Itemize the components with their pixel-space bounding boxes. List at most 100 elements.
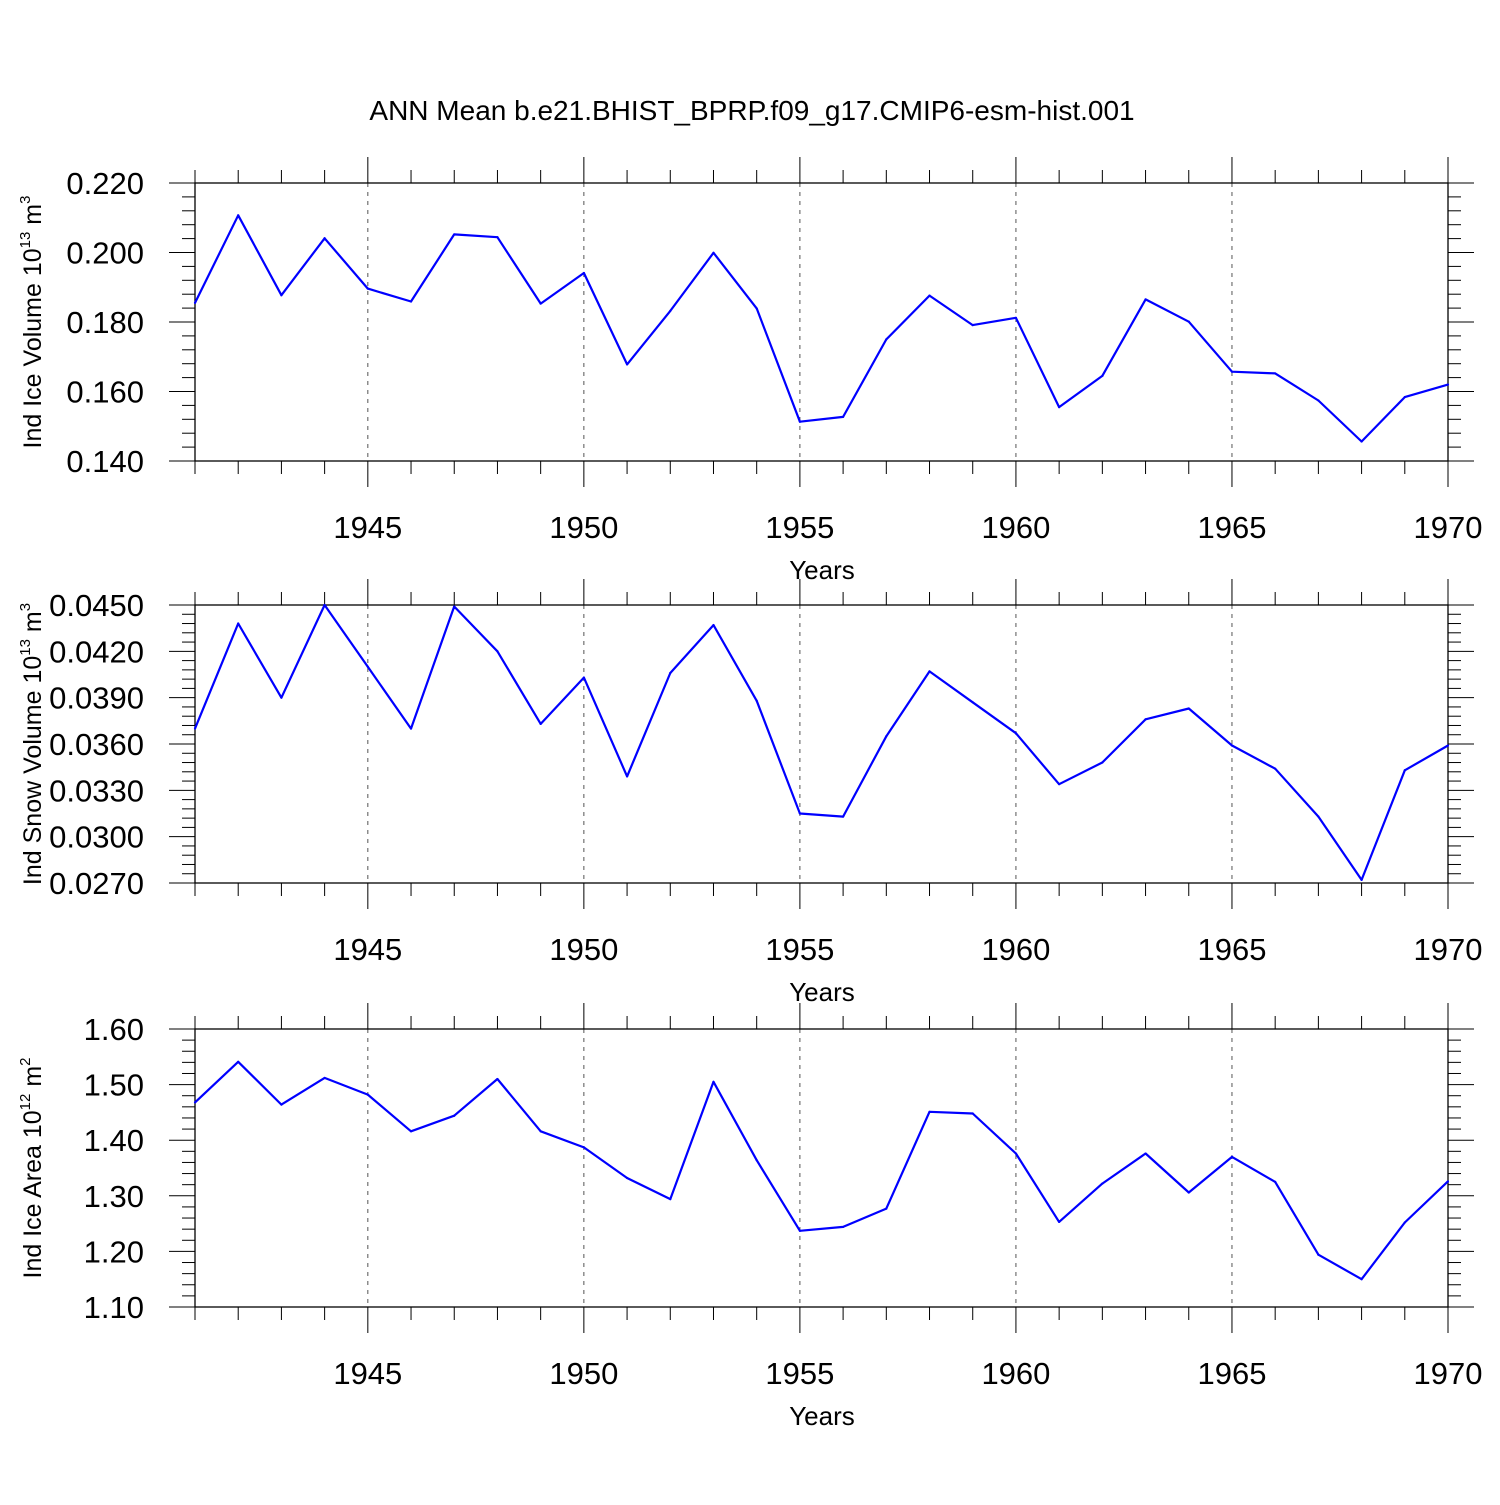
plot-frame (194, 182, 1449, 462)
data-point (971, 701, 974, 704)
data-point (1446, 744, 1450, 747)
data-point (1446, 1180, 1450, 1183)
data-point (1360, 878, 1363, 882)
data-point (409, 300, 413, 303)
chart-title: ANN Mean b.e21.BHIST_BPRP.f09_g17.CMIP6-… (369, 95, 1134, 126)
data-point (1403, 1221, 1406, 1224)
y-tick-label: 1.10 (84, 1290, 144, 1325)
data-point (193, 1101, 197, 1104)
data-point (1014, 316, 1018, 319)
series-line (193, 603, 1449, 882)
panel-2: 0.0270 0.0300 0.0330 0.0360 0.0390 0.0420 0.04… (17, 579, 1482, 1007)
x-tick-label: 1950 (549, 932, 618, 967)
data-point (1317, 815, 1320, 818)
data-point (842, 1225, 845, 1229)
data-point (842, 415, 845, 418)
data-point (1403, 769, 1406, 772)
data-point (323, 603, 326, 607)
y-tick-label: 0.0360 (49, 727, 144, 762)
data-point (1360, 440, 1363, 443)
data-point (1230, 370, 1234, 373)
data-point (323, 237, 326, 240)
data-point (453, 1114, 456, 1117)
data-point (712, 251, 715, 254)
data-point (453, 233, 456, 236)
x-tick-label: 1960 (981, 932, 1050, 967)
data-point (1403, 395, 1406, 399)
data-point (928, 294, 931, 297)
x-tick-label: 1955 (765, 932, 834, 967)
y-tick-label: 0.0420 (49, 634, 144, 669)
data-point (1014, 1152, 1018, 1155)
y-tick-label: 1.40 (84, 1123, 144, 1158)
data-point (496, 1077, 499, 1081)
data-point (625, 1176, 629, 1180)
data-point (539, 302, 542, 305)
data-point (669, 1198, 672, 1201)
panel-1: 0.140 0.160 0.180 0.200 0.220 1945 1950 1955 196… (17, 157, 1482, 585)
x-tick-label: 1955 (765, 1356, 834, 1391)
data-point (1274, 767, 1277, 770)
y-axis-label: Ind Ice Volume 1013 m3 (17, 196, 47, 449)
data-point (669, 309, 672, 312)
data-point (798, 812, 801, 815)
data-point (798, 1229, 801, 1232)
data-point (971, 1112, 974, 1115)
data-point (885, 338, 888, 341)
data-point (280, 696, 283, 699)
data-point (1101, 374, 1104, 377)
x-tick-label: 1955 (765, 510, 834, 545)
data-point (1144, 1152, 1147, 1155)
data-point (1101, 761, 1104, 764)
data-point (582, 271, 585, 275)
data-point (539, 1130, 542, 1133)
y-tick-label: 1.30 (84, 1179, 144, 1214)
data-point (712, 1080, 715, 1083)
data-point (366, 1093, 369, 1096)
plot-frame (194, 1028, 1449, 1308)
data-point (193, 301, 197, 304)
y-tick-label: 1.60 (84, 1012, 144, 1047)
data-point (280, 294, 283, 297)
x-axis-label: Years (789, 1401, 855, 1431)
series-line (194, 1060, 1449, 1281)
data-point (582, 1146, 585, 1149)
x-tick-label: 1945 (333, 932, 402, 967)
data-point (453, 605, 456, 608)
data-point (1230, 744, 1234, 747)
data-point (1360, 1278, 1363, 1281)
data-point (366, 287, 369, 290)
panel-3: 1.10 1.20 1.30 1.40 1.50 1.60 1945 1950 1955 1960… (17, 1003, 1482, 1431)
data-point (1058, 783, 1061, 786)
y-tick-label: 0.0270 (49, 866, 144, 901)
data-point (1187, 1191, 1190, 1194)
x-tick-label: 1965 (1197, 932, 1266, 967)
data-point (1014, 732, 1018, 735)
data-point (193, 727, 197, 730)
series-line (194, 214, 1449, 443)
data-point (712, 623, 715, 627)
y-tick-label: 0.220 (66, 166, 144, 201)
x-axis-label: Years (789, 555, 855, 585)
y-tick-label: 0.160 (66, 375, 144, 410)
data-point (237, 622, 240, 625)
data-point (539, 722, 542, 726)
y-tick-label: 0.0450 (49, 588, 144, 623)
data-point (669, 671, 672, 675)
y-tick-label: 0.140 (66, 444, 144, 479)
data-point (323, 1076, 326, 1080)
data-point (885, 735, 888, 738)
data-point (1230, 1155, 1234, 1158)
data-point (798, 420, 801, 423)
data-point (1144, 718, 1147, 721)
x-axis-label: Years (789, 977, 855, 1007)
data-point (496, 650, 499, 653)
y-tick-label: 0.180 (66, 305, 144, 340)
x-tick-label: 1970 (1414, 1356, 1483, 1391)
data-point (1446, 383, 1450, 386)
data-point (625, 363, 629, 366)
x-tick-label: 1950 (549, 1356, 618, 1391)
y-tick-label: 1.20 (84, 1234, 144, 1269)
data-point (625, 775, 629, 778)
data-point (280, 1103, 283, 1106)
